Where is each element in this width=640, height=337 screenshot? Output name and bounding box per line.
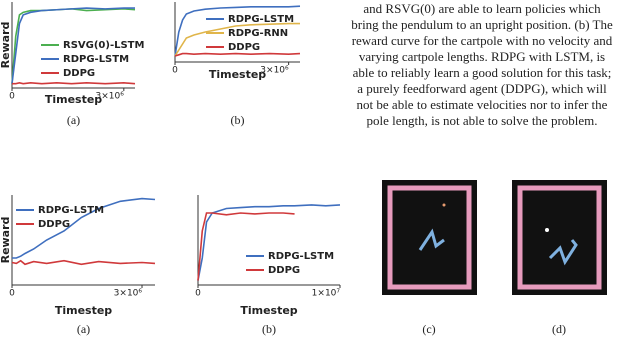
caption: (d) <box>552 322 566 336</box>
paragraph-line: bring the pendulum to an upright positio… <box>351 17 613 32</box>
caption: (a) <box>67 113 80 127</box>
x-tick-label: 0 <box>195 289 201 299</box>
legend-label: RDPG-LSTM <box>38 205 104 216</box>
paragraph-line: and RSVG(0) are able to learn policies w… <box>363 1 601 16</box>
caption: (a) <box>77 322 90 336</box>
legend-label: DDPG <box>63 68 95 79</box>
paragraph-line: able to reliably learn a good solution f… <box>353 65 612 80</box>
paragraph-line: reward curve for the cartpole with no ve… <box>352 33 613 48</box>
x-label: Timestep <box>209 68 266 81</box>
series-line <box>174 52 301 57</box>
caption: (b) <box>231 113 245 127</box>
paragraph-line: not be able to estimate velocities nor t… <box>357 97 608 112</box>
x-tick-label: 0 <box>172 66 178 76</box>
legend-label: RDPG-LSTM <box>228 14 294 25</box>
legend-label: RDPG-RNN <box>228 28 288 39</box>
legend-label: RDPG-LSTM <box>63 54 129 65</box>
x-tick-label: 1×10⁷ <box>312 289 341 299</box>
paragraph-line: pole length, is not able to solve the pr… <box>366 113 597 128</box>
legend-label: RDPG-LSTM <box>268 251 334 262</box>
x-label: Timestep <box>45 93 102 106</box>
series-line <box>174 22 300 57</box>
x-tick-label: 0 <box>9 92 15 102</box>
y-label: Reward <box>0 22 12 69</box>
caption: (c) <box>422 322 435 336</box>
paragraph-line: varying cartpole lengths. RDPG with LSTM… <box>359 49 605 64</box>
series-line <box>174 5 301 57</box>
caption: (b) <box>262 322 276 336</box>
y-label: Reward <box>0 217 12 264</box>
series-line <box>12 82 136 85</box>
legend-label: DDPG <box>38 219 70 230</box>
paragraph-line: a purely feedforward agent (DDPG), which… <box>357 81 607 96</box>
env-image-d <box>512 180 607 295</box>
series-line <box>197 212 295 281</box>
x-tick-label: 0 <box>9 289 15 299</box>
legend-label: RSVG(0)-LSTM <box>63 40 144 51</box>
legend-label: DDPG <box>268 265 300 276</box>
env-image-c <box>382 180 477 295</box>
series-line <box>12 197 156 259</box>
x-tick-label: 3×10⁶ <box>260 66 289 76</box>
x-tick-label: 3×10⁶ <box>114 289 143 299</box>
series-line <box>11 259 156 266</box>
x-tick-label: 3×10⁶ <box>95 92 124 102</box>
x-label: Timestep <box>55 304 112 317</box>
series-line <box>11 7 135 84</box>
x-label: Timestep <box>240 304 297 317</box>
legend-label: DDPG <box>228 42 260 53</box>
series-line <box>197 204 341 281</box>
